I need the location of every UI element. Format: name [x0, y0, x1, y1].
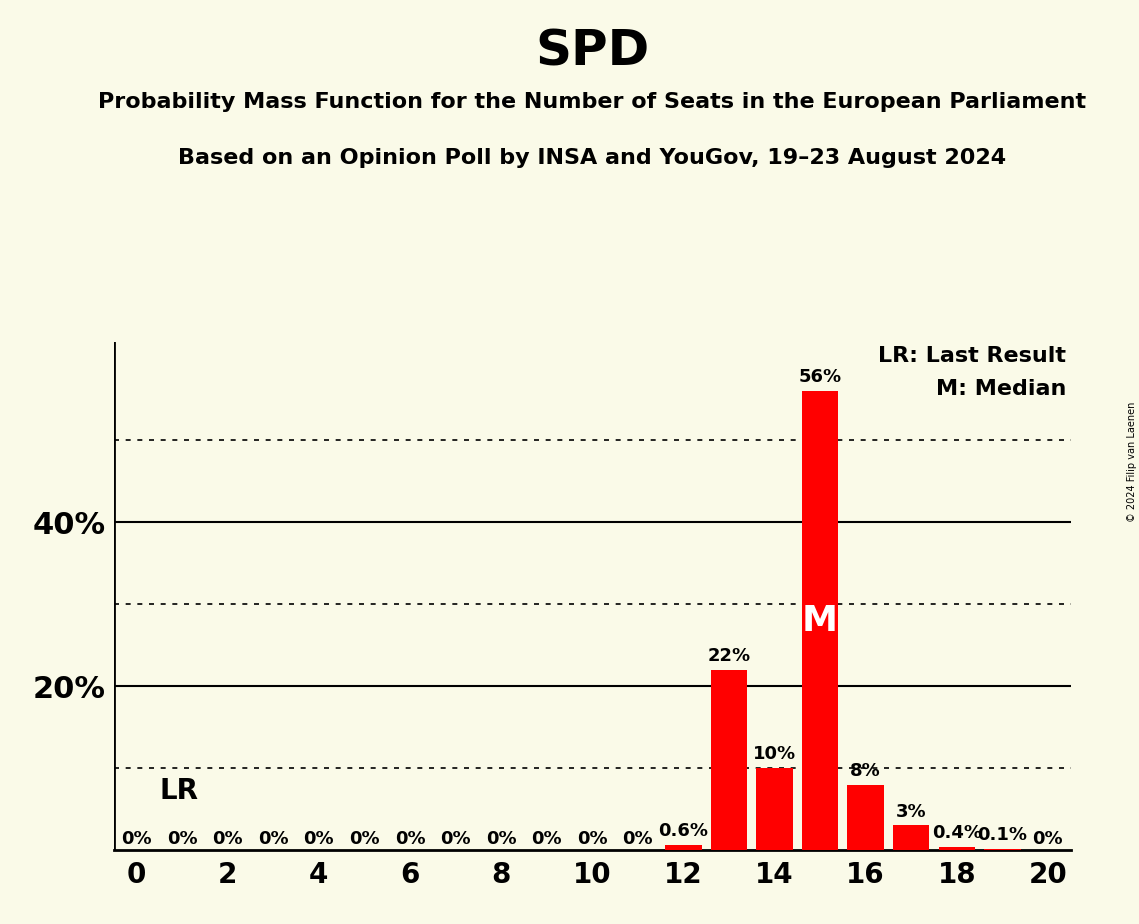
Text: 0%: 0%: [623, 830, 653, 847]
Text: LR: Last Result: LR: Last Result: [878, 346, 1066, 366]
Text: SPD: SPD: [535, 28, 649, 76]
Text: 3%: 3%: [896, 803, 926, 821]
Bar: [711, 670, 747, 850]
Text: 0%: 0%: [167, 830, 197, 847]
Text: Based on an Opinion Poll by INSA and YouGov, 19–23 August 2024: Based on an Opinion Poll by INSA and You…: [178, 148, 1007, 168]
Text: Probability Mass Function for the Number of Seats in the European Parliament: Probability Mass Function for the Number…: [98, 92, 1087, 113]
Text: © 2024 Filip van Laenen: © 2024 Filip van Laenen: [1126, 402, 1137, 522]
Text: M: M: [802, 603, 838, 638]
Text: 0%: 0%: [122, 830, 151, 847]
Text: 0%: 0%: [213, 830, 243, 847]
Text: 0%: 0%: [1033, 830, 1063, 847]
Text: 22%: 22%: [707, 647, 751, 665]
Text: 8%: 8%: [851, 761, 880, 780]
Text: 0%: 0%: [532, 830, 562, 847]
Text: M: Median: M: Median: [936, 379, 1066, 399]
Bar: [847, 784, 884, 850]
Text: 0%: 0%: [395, 830, 425, 847]
Text: 0%: 0%: [350, 830, 379, 847]
Bar: [802, 391, 838, 850]
Text: 0.6%: 0.6%: [658, 822, 708, 840]
Text: 0%: 0%: [304, 830, 334, 847]
Bar: [893, 825, 929, 850]
Bar: [665, 845, 702, 850]
Text: 10%: 10%: [753, 745, 796, 763]
Text: 0%: 0%: [441, 830, 470, 847]
Text: 0.1%: 0.1%: [977, 826, 1027, 845]
Text: 0%: 0%: [486, 830, 516, 847]
Text: 0%: 0%: [577, 830, 607, 847]
Text: LR: LR: [159, 777, 198, 805]
Bar: [756, 768, 793, 850]
Text: 56%: 56%: [798, 368, 842, 386]
Bar: [939, 846, 975, 850]
Text: 0%: 0%: [259, 830, 288, 847]
Text: 0.4%: 0.4%: [932, 824, 982, 842]
